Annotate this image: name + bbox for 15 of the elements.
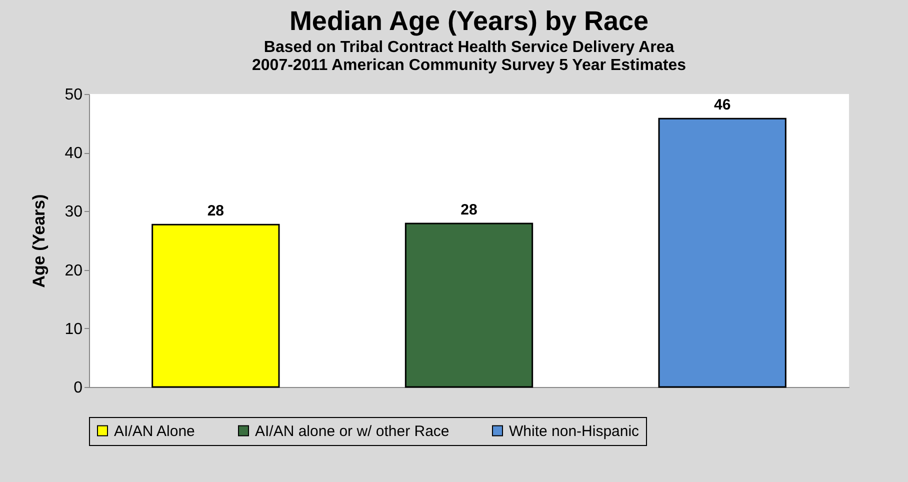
y-tick-label: 30 xyxy=(64,204,83,221)
legend-label: AI/AN Alone xyxy=(114,422,195,440)
y-tick-label: 20 xyxy=(64,262,83,280)
data-label: 28 xyxy=(460,202,478,219)
chart-title: Median Age (Years) by Race xyxy=(289,6,649,36)
y-tick-label: 0 xyxy=(74,380,83,396)
y-tick-label: 10 xyxy=(64,320,83,338)
y-tick-label: 40 xyxy=(64,145,83,162)
data-label: 28 xyxy=(207,202,224,220)
data-label: 46 xyxy=(714,96,731,114)
y-tick-label: 50 xyxy=(64,86,83,104)
legend-label: AI/AN alone or w/ other Race xyxy=(255,422,450,440)
y-axis-title: Age (Years) xyxy=(30,194,49,288)
legend-label: White non-Hispanic xyxy=(509,422,640,440)
chart-subtitle: Based on Tribal Contract Health Service Delivery Area 2007-2011 American Community Survey 5 Year Estimates xyxy=(252,39,686,74)
